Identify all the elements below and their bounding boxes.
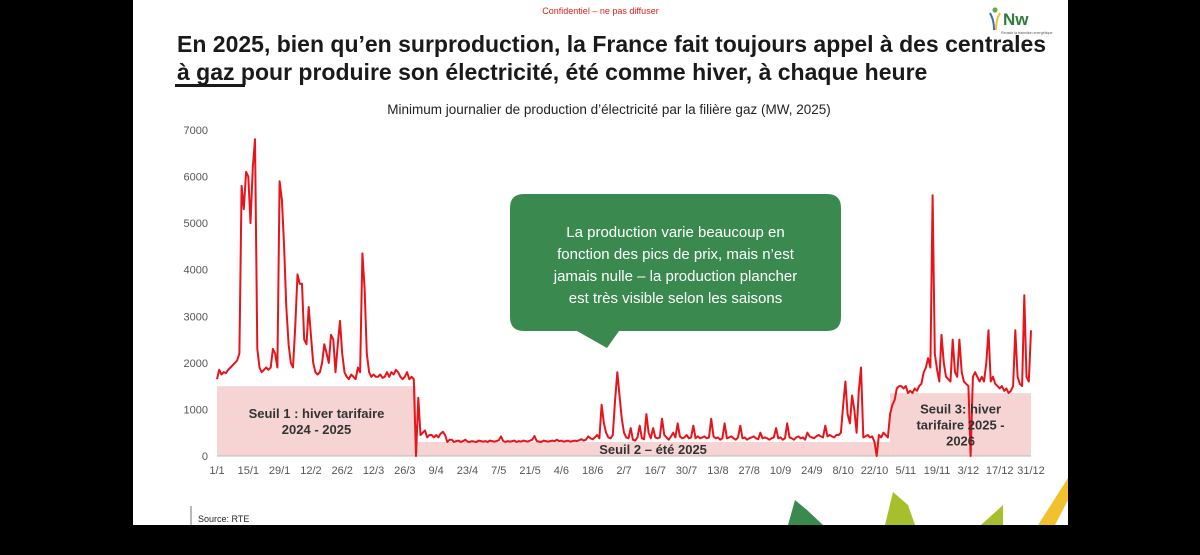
callout-text: La production varie beaucoup en fonction … (553, 224, 797, 307)
source-note: Source: RTE (198, 514, 250, 524)
title-underlined-word: à gaz (177, 59, 235, 85)
x-tick-label: 8/10 (832, 465, 853, 477)
callout-line: est très visible selon les saisons (569, 290, 782, 307)
x-tick-label: 2/7 (616, 465, 631, 477)
x-tick-label: 17/12 (986, 465, 1014, 477)
x-axis: 1/1 15/1 29/1 12/2 26/2 12/3 26/3 9/4 23/4 7/5 21/… (209, 455, 1045, 477)
y-tick-label: 7000 (184, 125, 208, 137)
logo-tagline: Réussir la transition énergétique (1001, 31, 1053, 35)
x-tick-label: 13/8 (707, 465, 728, 477)
logo-mark: Nw (1003, 10, 1029, 29)
threshold-labels: Seuil 1 : hiver tarifaire 2024 - 2025Seui… (249, 402, 1005, 457)
confidential-notice: Confidentiel – ne pas diffuser (542, 6, 659, 16)
x-tick-label: 29/1 (269, 465, 290, 477)
title-line-1: En 2025, bien qu’en surproduction, la Fr… (177, 31, 1047, 57)
x-tick-label: 16/7 (645, 465, 666, 477)
x-tick-label: 12/3 (363, 465, 384, 477)
x-tick-label: 1/1 (209, 465, 224, 477)
title-underline (175, 84, 245, 87)
threshold-label-3: Seuil 3: hiver tarifaire 2025 -2026 (916, 402, 1004, 449)
threshold-label-line: 2024 - 2025 (282, 422, 351, 437)
x-tick-label: 18/6 (582, 465, 603, 477)
x-tick-label: 30/7 (676, 465, 697, 477)
y-tick-label: 1000 (184, 404, 208, 416)
x-tick-label: 22/10 (861, 465, 889, 477)
x-tick-label: 24/9 (801, 465, 822, 477)
y-tick-label: 5000 (184, 218, 208, 230)
x-tick-label: 21/5 (519, 465, 540, 477)
callout-bubble: La production varie beaucoup en fonction … (510, 194, 841, 348)
callout-shape (510, 194, 841, 348)
y-tick-label: 4000 (184, 265, 208, 277)
series-line (216, 138, 1032, 457)
x-tick-label: 9/4 (429, 465, 444, 477)
threshold-label-line: Seuil 2 – été 2025 (599, 442, 707, 457)
x-tick-label: 19/11 (924, 465, 951, 477)
x-tick-label: 31/12 (1017, 465, 1045, 477)
x-tick-label: 4/6 (554, 465, 569, 477)
gas-production-chart: Minimum journalier de production d’élect… (184, 102, 1045, 477)
threshold-band-1 (217, 386, 417, 456)
x-tick-label: 27/8 (739, 465, 760, 477)
threshold-label-line: tarifaire 2025 - (916, 418, 1004, 433)
chart-title: Minimum journalier de production d’élect… (387, 102, 830, 117)
y-axis: 0 1000 2000 3000 4000 5000 6000 7000 (184, 125, 208, 463)
x-tick-label: 23/4 (457, 465, 478, 477)
threshold-bands (217, 386, 1031, 456)
company-logo: Nw Réussir la transition énergétique (989, 7, 1053, 35)
callout-line: jamais nulle – la production plancher (553, 268, 797, 285)
y-tick-label: 2000 (184, 358, 208, 370)
page-title: En 2025, bien qu’en surproduction, la Fr… (177, 30, 1067, 86)
threshold-label-2: Seuil 2 – été 2025 (599, 442, 707, 457)
x-tick-label: 10/9 (770, 465, 791, 477)
y-tick-label: 0 (202, 451, 208, 463)
x-tick-label: 26/2 (332, 465, 353, 477)
threshold-band-3 (890, 393, 1031, 456)
threshold-label-1: Seuil 1 : hiver tarifaire 2024 - 2025 (249, 406, 385, 437)
y-tick-label: 6000 (184, 172, 208, 184)
callout-line: fonction des pics de prix, mais n’est (557, 246, 795, 263)
x-tick-label: 12/2 (300, 465, 321, 477)
logo-person-icon (989, 7, 1001, 31)
x-tick-label: 26/3 (394, 465, 415, 477)
x-tick-label: 5/11 (895, 465, 916, 477)
callout-line: La production varie beaucoup en (566, 224, 785, 241)
threshold-label-line: 2026 (946, 434, 975, 449)
threshold-label-line: Seuil 3: hiver (920, 402, 1001, 417)
x-tick-label: 7/5 (491, 465, 506, 477)
title-line-2: pour produire son électricité, été comme… (234, 59, 928, 85)
source-bar (190, 506, 192, 525)
y-tick-label: 3000 (184, 311, 208, 323)
x-tick-label: 3/12 (958, 465, 979, 477)
slide: Confidentiel – ne pas diffuser Nw Réussi… (133, 0, 1068, 525)
threshold-band-2 (416, 442, 891, 456)
x-tick-label: 15/1 (238, 465, 259, 477)
threshold-label-line: Seuil 1 : hiver tarifaire (249, 406, 385, 421)
